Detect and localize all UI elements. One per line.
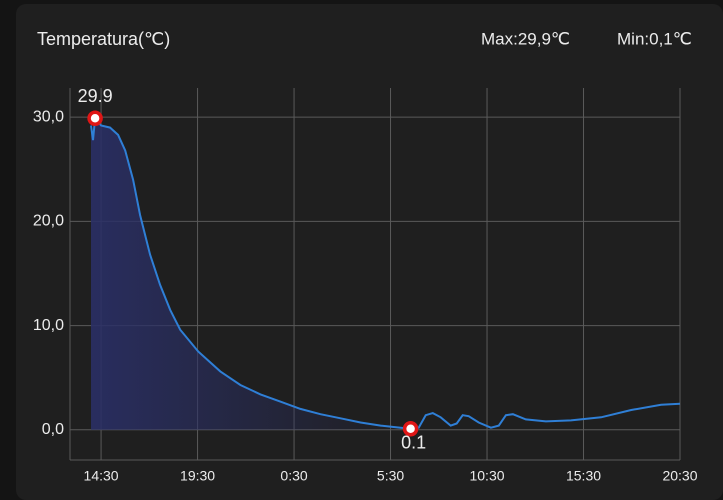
area-fill (91, 118, 680, 430)
max-label: Max:29,9℃ (481, 29, 570, 48)
x-tick-label: 15:30 (566, 468, 601, 484)
x-tick-label: 5:30 (377, 468, 404, 484)
y-tick-label: 0,0 (42, 421, 64, 438)
y-tick-label: 10,0 (33, 317, 64, 334)
x-tick-label: 20:30 (662, 468, 697, 484)
x-tick-label: 19:30 (180, 468, 215, 484)
extreme-marker (402, 420, 419, 437)
x-tick-label: 10:30 (469, 468, 504, 484)
extreme-label: 29.9 (78, 86, 113, 106)
line (90, 115, 681, 430)
chart-title: Temperatura(℃) (37, 29, 170, 49)
extreme-marker (87, 110, 103, 126)
extreme-label: 0.1 (401, 432, 426, 452)
x-tick-label: 14:30 (84, 468, 119, 484)
y-tick-label: 20,0 (33, 213, 64, 230)
y-tick-label: 30,0 (33, 108, 64, 125)
x-tick-label: 0:30 (280, 468, 307, 484)
min-label: Min:0,1℃ (617, 29, 692, 48)
